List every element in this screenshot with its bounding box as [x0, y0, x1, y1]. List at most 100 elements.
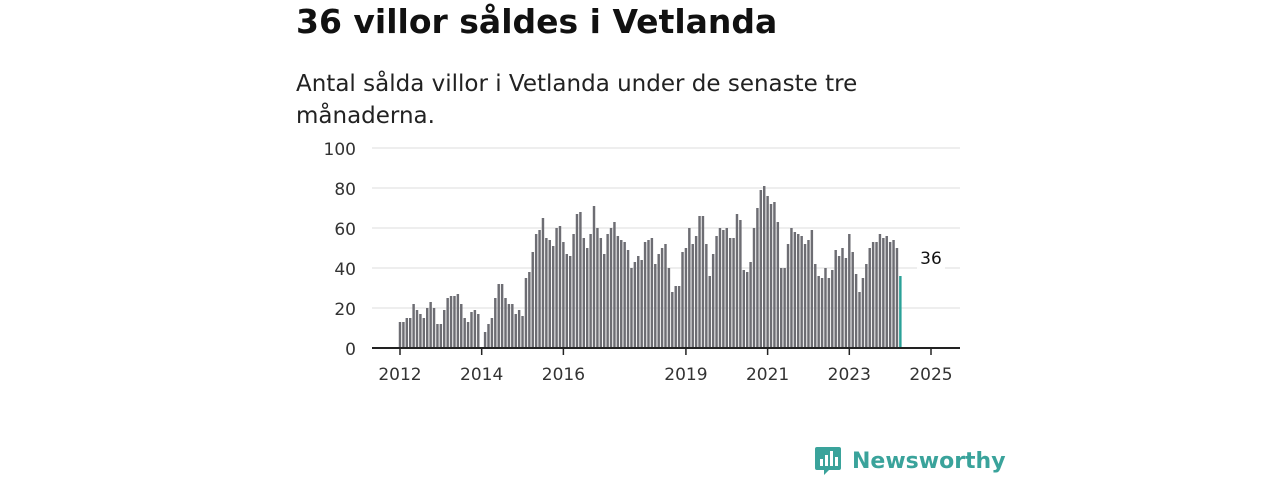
bar: [841, 248, 844, 348]
bar: [786, 244, 790, 348]
bar: [643, 242, 647, 348]
bar: [769, 204, 773, 348]
y-tick-label: 20: [334, 300, 356, 320]
bar: [446, 298, 449, 348]
bar: [718, 228, 722, 348]
bar: [814, 264, 817, 348]
bar: [667, 268, 671, 348]
bar: [538, 230, 541, 348]
bar: [854, 274, 858, 348]
newsworthy-logo: Newsworthy: [814, 446, 1006, 476]
bar: [865, 264, 868, 348]
brand-name: Newsworthy: [852, 448, 1006, 474]
bar: [408, 318, 412, 348]
x-tick-label: 2014: [460, 365, 503, 385]
bar: [892, 240, 895, 348]
bar: [725, 228, 728, 348]
bar: [728, 238, 732, 348]
bar: [562, 242, 565, 348]
bar: [752, 228, 756, 348]
bar: [749, 262, 752, 348]
bar: [453, 296, 456, 348]
bar: [511, 304, 514, 348]
bar: [422, 318, 426, 348]
bar: [633, 262, 637, 348]
bar: [541, 218, 545, 348]
bar: [613, 222, 616, 348]
bar: [684, 248, 688, 348]
bar: [810, 230, 814, 348]
bar: [596, 228, 599, 348]
bar: [429, 302, 432, 348]
x-tick-label: 2012: [378, 365, 421, 385]
bar: [477, 314, 480, 348]
bar: [603, 254, 606, 348]
bar: [507, 304, 511, 348]
bar: [895, 248, 899, 348]
bar: [637, 256, 640, 348]
x-tick-label: 2021: [746, 365, 789, 385]
bar: [701, 216, 705, 348]
bar: [419, 314, 422, 348]
x-tick-label: 2016: [542, 365, 585, 385]
bar: [558, 226, 562, 348]
y-tick-label: 60: [334, 220, 356, 240]
bar: [858, 292, 861, 348]
y-tick-label: 40: [334, 260, 356, 280]
bar: [504, 298, 507, 348]
x-tick-label: 2025: [909, 365, 952, 385]
bar: [449, 296, 453, 348]
bar: [606, 234, 609, 348]
bar: [473, 310, 477, 348]
bar: [426, 308, 429, 348]
bar: [888, 242, 892, 348]
bar: [878, 234, 882, 348]
bar: [681, 252, 684, 348]
bar: [460, 304, 463, 348]
bar: [398, 322, 402, 348]
bar: [599, 238, 603, 348]
annotations: 36: [917, 249, 945, 270]
bar: [688, 228, 691, 348]
bar: [824, 268, 827, 348]
bar: [405, 318, 409, 348]
bar: [609, 228, 613, 348]
bar: [691, 244, 694, 348]
bar: [705, 244, 708, 348]
bar: [790, 228, 793, 348]
bar: [817, 276, 820, 348]
bars: [398, 186, 902, 348]
bar: [885, 236, 888, 348]
bar: [732, 238, 735, 348]
bar: [807, 240, 810, 348]
y-tick-label: 0: [345, 340, 356, 360]
bar: [534, 234, 538, 348]
bar: [800, 236, 803, 348]
bar-chart-speech-bubble-icon: [815, 447, 841, 475]
y-tick-label: 80: [334, 180, 356, 200]
bar: [664, 244, 667, 348]
bar: [483, 332, 487, 348]
bar: [415, 310, 419, 348]
bar: [674, 286, 677, 348]
bar: [565, 254, 569, 348]
bar: [671, 292, 674, 348]
bar: [745, 272, 749, 348]
bar: [773, 202, 776, 348]
bar: [766, 196, 769, 348]
bar: [524, 278, 528, 348]
bar: [456, 294, 460, 348]
bar: [647, 240, 650, 348]
bar: [497, 284, 500, 348]
bar: [432, 308, 436, 348]
bar: [783, 268, 786, 348]
axes: 0 20 40 60 80 100 2012 2014 2016 2019 2021 2023 2025: [324, 140, 960, 385]
bar: [848, 234, 851, 348]
bar: [487, 324, 490, 348]
bar: [793, 232, 797, 348]
chart-title: 36 villor såldes i Vetlanda: [296, 2, 778, 41]
bar: [582, 238, 586, 348]
bar: [797, 234, 800, 348]
bar: [803, 244, 807, 348]
bar: [650, 238, 654, 348]
